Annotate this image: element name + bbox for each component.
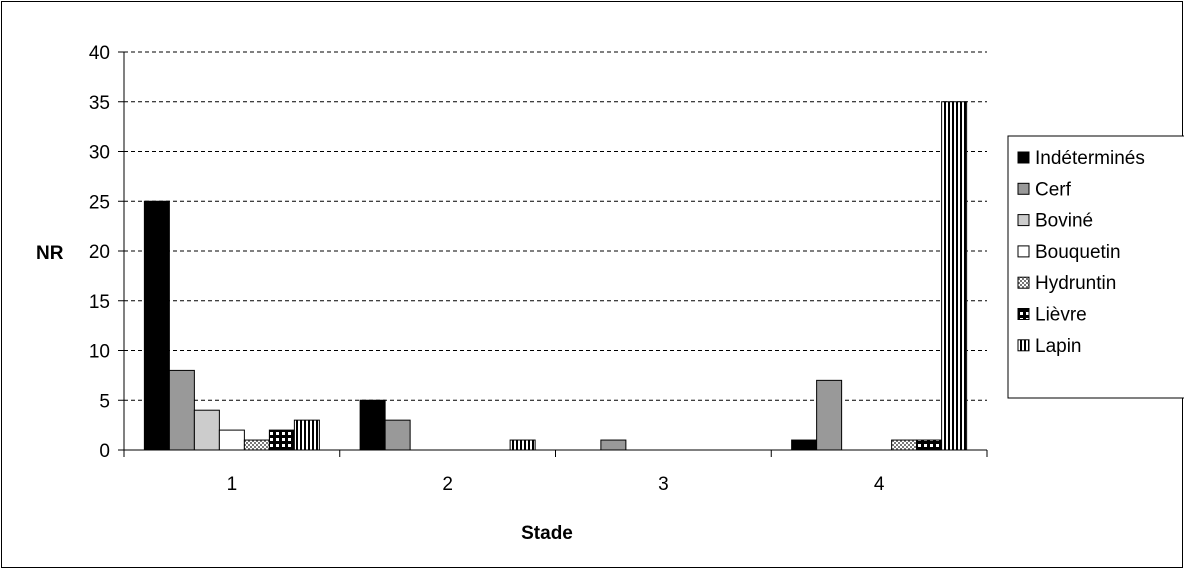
- y-tick-label: 0: [99, 441, 110, 462]
- bar-indéterminés-stade-4: [791, 439, 818, 451]
- legend-label: Boviné: [1035, 211, 1093, 232]
- x-axis-title: Stade: [521, 523, 573, 544]
- legend-swatch-bouquetin: [1017, 245, 1030, 258]
- legend-label: Bouquetin: [1035, 242, 1121, 263]
- bar-lapin-stade-4: [941, 101, 968, 451]
- legend-swatch-indéterminés: [1017, 151, 1030, 164]
- bar-hydruntin-stade-4: [891, 439, 918, 451]
- bar-lapin-stade-1: [293, 419, 320, 451]
- legend-label: Cerf: [1035, 179, 1072, 200]
- legend-swatch-boviné: [1017, 214, 1030, 227]
- x-tick-label: 2: [442, 474, 453, 495]
- legend-box: [1007, 135, 1184, 399]
- bar-cerf-stade-2: [384, 419, 411, 451]
- y-tick-label: 10: [89, 342, 110, 363]
- y-tick-label: 35: [89, 93, 110, 114]
- x-tick-label: 1: [227, 474, 238, 495]
- y-tick-label: 30: [89, 143, 110, 164]
- bar-hydruntin-stade-1: [243, 439, 270, 451]
- legend: Indéterminés Cerf Boviné Bouquetin Hydruntin…: [1007, 135, 1184, 399]
- legend-label: Lapin: [1035, 336, 1082, 357]
- bar-lièvre-stade-4: [916, 439, 943, 451]
- bar-indéterminés-stade-1: [143, 200, 170, 451]
- legend-swatch-lièvre: [1017, 308, 1030, 320]
- bar-cerf-stade-4: [816, 379, 843, 451]
- x-tick-label: 3: [658, 474, 669, 495]
- y-tick-label: 5: [99, 391, 110, 412]
- bar-lapin-stade-2: [509, 439, 536, 451]
- legend-label: Lièvre: [1035, 305, 1087, 326]
- tick-labels: 0 5 10 15 20 25 30 35 40 1 2 3 4: [89, 43, 885, 495]
- bar-cerf-stade-3: [600, 439, 627, 451]
- bar-boviné-stade-1: [193, 409, 220, 451]
- axes: [118, 51, 988, 457]
- y-axis-title: NR: [36, 243, 64, 264]
- bars: [143, 101, 968, 451]
- y-tick-label: 15: [89, 292, 110, 313]
- legend-label: Indéterminés: [1035, 148, 1145, 169]
- legend-swatch-hydruntin: [1017, 276, 1030, 289]
- bar-lièvre-stade-1: [268, 429, 295, 451]
- legend-swatch-lapin: [1017, 339, 1030, 352]
- bar-bouquetin-stade-1: [218, 429, 245, 451]
- y-tick-label: 25: [89, 192, 110, 213]
- bar-cerf-stade-1: [168, 369, 195, 451]
- gridlines: [124, 51, 987, 401]
- legend-label: Hydruntin: [1035, 273, 1116, 294]
- x-tick-label: 4: [874, 474, 885, 495]
- y-tick-label: 40: [89, 43, 110, 64]
- bar-indéterminés-stade-2: [359, 399, 386, 451]
- legend-swatch-cerf: [1017, 182, 1030, 195]
- y-tick-label: 20: [89, 242, 110, 263]
